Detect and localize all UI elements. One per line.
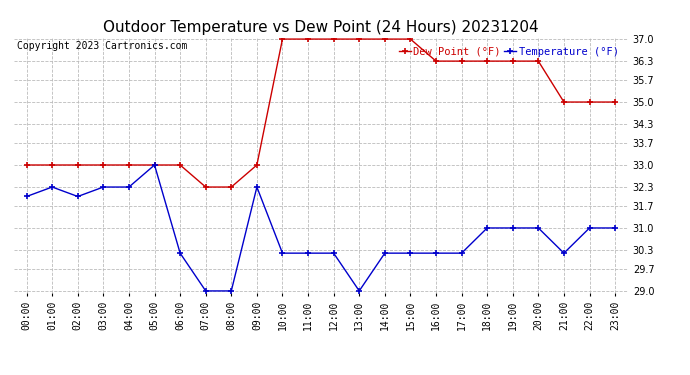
Temperature (°F) bbox=[560, 251, 568, 255]
Temperature (°F) bbox=[227, 289, 235, 293]
Title: Outdoor Temperature vs Dew Point (24 Hours) 20231204: Outdoor Temperature vs Dew Point (24 Hou… bbox=[103, 20, 539, 35]
Temperature (°F) bbox=[176, 251, 184, 255]
Line: Dew Point (°F): Dew Point (°F) bbox=[23, 36, 618, 190]
Legend: Dew Point (°F), Temperature (°F): Dew Point (°F), Temperature (°F) bbox=[395, 43, 622, 61]
Temperature (°F) bbox=[150, 163, 159, 167]
Temperature (°F) bbox=[509, 226, 517, 230]
Dew Point (°F) bbox=[381, 37, 389, 41]
Temperature (°F) bbox=[99, 185, 108, 189]
Temperature (°F) bbox=[457, 251, 466, 255]
Dew Point (°F) bbox=[48, 163, 57, 167]
Text: Copyright 2023 Cartronics.com: Copyright 2023 Cartronics.com bbox=[17, 41, 187, 51]
Temperature (°F) bbox=[432, 251, 440, 255]
Temperature (°F) bbox=[253, 185, 261, 189]
Dew Point (°F) bbox=[330, 37, 338, 41]
Temperature (°F) bbox=[381, 251, 389, 255]
Dew Point (°F) bbox=[23, 163, 31, 167]
Temperature (°F) bbox=[585, 226, 593, 230]
Temperature (°F) bbox=[406, 251, 415, 255]
Dew Point (°F) bbox=[534, 59, 542, 63]
Temperature (°F) bbox=[611, 226, 619, 230]
Dew Point (°F) bbox=[355, 37, 364, 41]
Dew Point (°F) bbox=[253, 163, 261, 167]
Dew Point (°F) bbox=[483, 59, 491, 63]
Dew Point (°F) bbox=[585, 100, 593, 104]
Temperature (°F) bbox=[74, 194, 82, 199]
Dew Point (°F) bbox=[227, 185, 235, 189]
Dew Point (°F) bbox=[457, 59, 466, 63]
Dew Point (°F) bbox=[432, 59, 440, 63]
Temperature (°F) bbox=[48, 185, 57, 189]
Dew Point (°F) bbox=[304, 37, 312, 41]
Temperature (°F) bbox=[355, 289, 364, 293]
Dew Point (°F) bbox=[150, 163, 159, 167]
Dew Point (°F) bbox=[406, 37, 415, 41]
Temperature (°F) bbox=[304, 251, 312, 255]
Temperature (°F) bbox=[483, 226, 491, 230]
Line: Temperature (°F): Temperature (°F) bbox=[23, 162, 618, 294]
Temperature (°F) bbox=[23, 194, 31, 199]
Dew Point (°F) bbox=[99, 163, 108, 167]
Temperature (°F) bbox=[330, 251, 338, 255]
Dew Point (°F) bbox=[74, 163, 82, 167]
Temperature (°F) bbox=[278, 251, 286, 255]
Dew Point (°F) bbox=[509, 59, 517, 63]
Dew Point (°F) bbox=[176, 163, 184, 167]
Dew Point (°F) bbox=[560, 100, 568, 104]
Dew Point (°F) bbox=[201, 185, 210, 189]
Temperature (°F) bbox=[534, 226, 542, 230]
Temperature (°F) bbox=[201, 289, 210, 293]
Dew Point (°F) bbox=[278, 37, 286, 41]
Dew Point (°F) bbox=[611, 100, 619, 104]
Temperature (°F) bbox=[125, 185, 133, 189]
Dew Point (°F) bbox=[125, 163, 133, 167]
